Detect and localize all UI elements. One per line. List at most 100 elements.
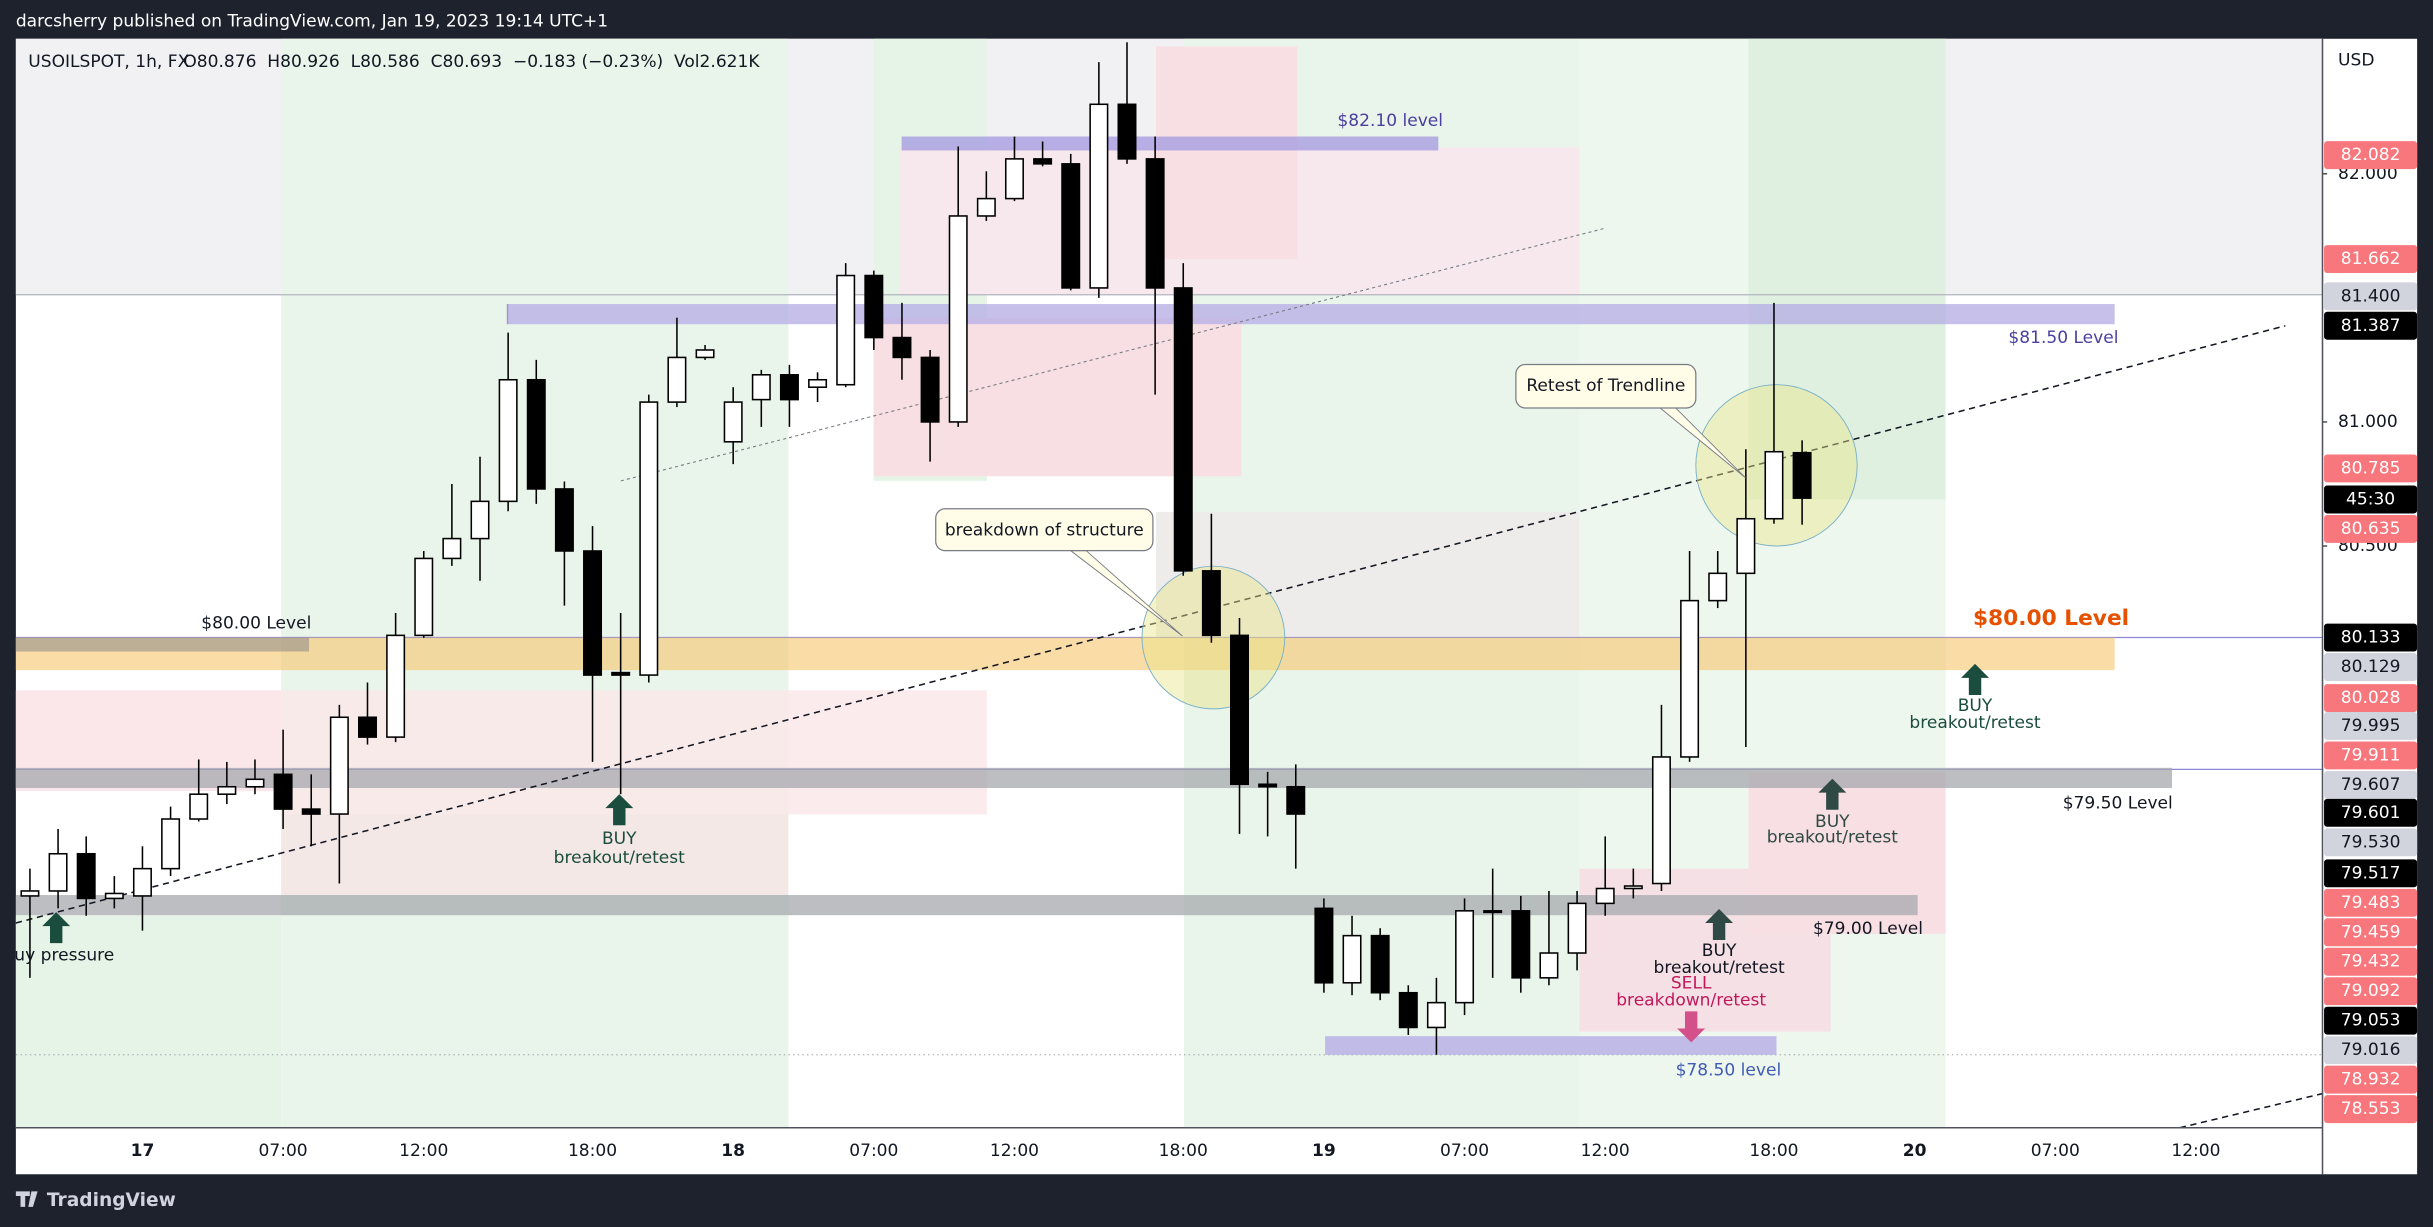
x-tick-label: 07:00 — [2031, 1141, 2080, 1161]
price-badge — [2324, 947, 2418, 976]
price-badge — [2324, 1006, 2418, 1035]
price-badge — [2324, 918, 2418, 947]
candle-body — [723, 401, 743, 443]
callout-text: Retest of Trendline — [1526, 376, 1685, 396]
level-label: $81.50 Level — [2008, 328, 2118, 348]
candle-body — [217, 785, 237, 795]
level-label: $80.00 Level — [201, 614, 311, 634]
candle-body — [1511, 910, 1531, 979]
candle-body — [442, 537, 462, 560]
pressure-label: uy pressure — [14, 946, 114, 966]
trendline — [620, 227, 1606, 482]
price-badge-text: 80.785 — [2341, 458, 2401, 478]
price-badge-text: 79.995 — [2341, 716, 2401, 736]
brand-logo — [15, 1191, 38, 1207]
level-label: $79.50 Level — [2063, 794, 2173, 814]
candle-body — [751, 374, 771, 401]
trendline — [15, 325, 2286, 924]
sell-arrow — [1677, 1011, 1706, 1043]
signal-note: breakout/retest — [1767, 828, 1898, 848]
price-badge-text: 79.016 — [2341, 1040, 2401, 1060]
x-tick-label: 12:00 — [2171, 1141, 2220, 1161]
publisher: darcsherry published on TradingView.com,… — [16, 12, 608, 32]
candle-body — [1708, 572, 1728, 602]
candle-body — [611, 671, 631, 676]
candle-body — [920, 356, 940, 423]
x-tick-label: 19 — [1312, 1141, 1336, 1161]
callout-box — [1515, 363, 1697, 409]
callout-text: breakdown of structure — [945, 521, 1144, 541]
candle-body — [1623, 885, 1643, 890]
price-badge — [2324, 977, 2418, 1006]
brand: TradingView — [47, 1190, 176, 1211]
price-badge-text: 79.483 — [2341, 893, 2401, 913]
candle-body — [1145, 158, 1165, 289]
x-tick-label: 07:00 — [259, 1141, 308, 1161]
candle-body — [189, 793, 209, 820]
candle-body — [76, 852, 96, 900]
candle-body — [470, 500, 490, 540]
price-badge — [2324, 485, 2418, 514]
ohlc: O80.876 H80.926 L80.586 C80.693 −0.183 (… — [183, 52, 760, 72]
candle-body — [1651, 756, 1671, 885]
zone — [1156, 46, 1298, 260]
level-bands — [15, 136, 2173, 1055]
price-badge — [2324, 141, 2418, 170]
candle-body — [976, 197, 996, 217]
candle-body — [1314, 907, 1334, 984]
price-badge-text: 78.932 — [2341, 1070, 2401, 1090]
candle-body — [1764, 450, 1784, 520]
level-band — [15, 637, 2115, 671]
candle-body — [1258, 783, 1278, 788]
price-badge — [2324, 1095, 2418, 1124]
x-tick-label: 12:00 — [1581, 1141, 1630, 1161]
highlight-circle — [1141, 565, 1286, 710]
price-badge-text: 79.607 — [2341, 775, 2401, 795]
annotations: $82.10 level $81.50 Level $80.00 Level $… — [14, 111, 2172, 1080]
zone — [281, 814, 789, 896]
candles — [20, 42, 1812, 1055]
candle-body — [1370, 934, 1390, 994]
price-badge-text: 80.635 — [2341, 519, 2401, 539]
candle-body — [1483, 910, 1503, 914]
price-badge — [2324, 712, 2418, 740]
candle-body — [329, 716, 349, 815]
candle-body — [526, 378, 546, 490]
candle-body — [1201, 570, 1221, 637]
level-band — [15, 767, 2173, 789]
x-tick-label: 18:00 — [1749, 1141, 1798, 1161]
x-tick-label: 20 — [1903, 1141, 1927, 1161]
candle-body — [132, 867, 152, 897]
candle-body — [1004, 158, 1024, 200]
trendline — [2179, 1092, 2323, 1129]
x-tick-label: 12:00 — [990, 1141, 1039, 1161]
candle-body — [1342, 934, 1362, 984]
candle-body — [836, 274, 856, 386]
candle-body — [104, 892, 124, 900]
candle-body — [161, 818, 181, 870]
level-band — [507, 304, 2115, 325]
price-badge — [2324, 311, 2418, 340]
price-badge-text: 79.053 — [2341, 1011, 2401, 1031]
level-band — [15, 895, 1918, 916]
price-badge — [2324, 1036, 2418, 1065]
zone — [281, 38, 789, 1128]
candle-body — [554, 488, 574, 552]
candle-body — [1595, 887, 1615, 905]
level-band — [901, 136, 1439, 151]
axes: 17 07:00 12:00 18:00 18 07:00 12:00 18:00 19 07:0… — [131, 141, 2418, 1161]
zones — [15, 38, 2323, 1128]
level-label: $78.50 level — [1676, 1060, 1782, 1080]
price-badge-text: 79.459 — [2341, 922, 2401, 942]
price-badge-text: 78.553 — [2341, 1099, 2401, 1119]
zone — [1748, 38, 1946, 500]
candle-body — [667, 356, 687, 403]
candle-body — [20, 890, 40, 897]
buy-arrow — [1818, 778, 1847, 810]
signal-note: breakout/retest — [1654, 958, 1785, 978]
x-tick-label: 17 — [131, 1141, 155, 1161]
candle-body — [1455, 910, 1475, 1004]
price-badge — [2324, 828, 2418, 857]
